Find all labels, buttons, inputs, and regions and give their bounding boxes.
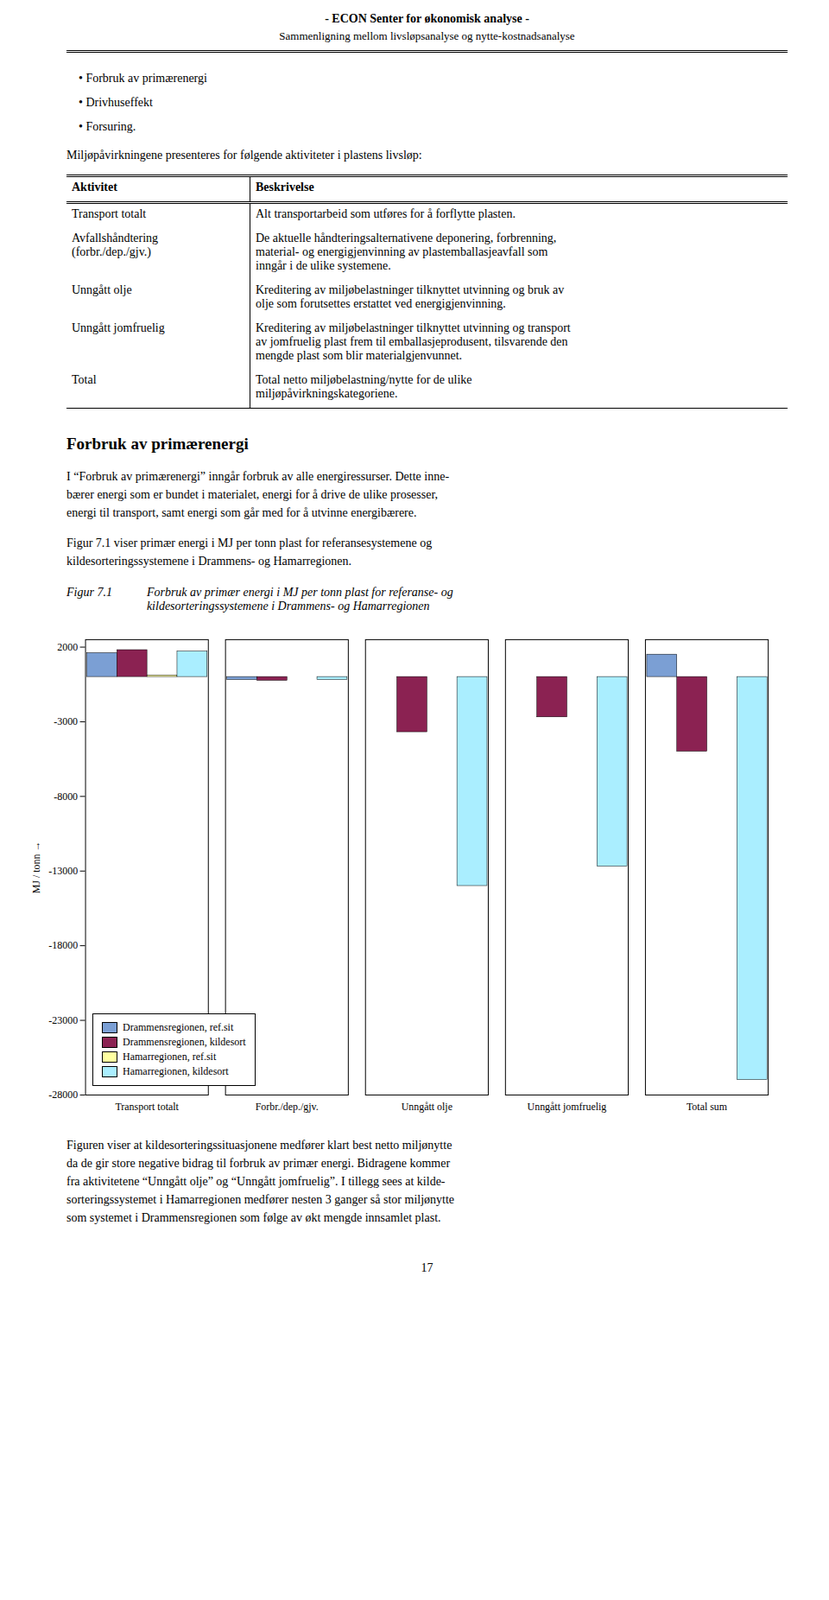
html-text:Miljøpåvirkningene presenteres: Miljøpåvirkningene presenteres for følge… <box>66 148 423 162</box>
html-text:• Forsuring.: • Forsuring. <box>78 120 136 133</box>
html-text:Hamarregionen, kildesort: Hamarregionen, kildesort <box>122 1064 229 1077</box>
html-text:- ECON Senter for økonomisk an: - ECON Senter for økonomisk analyse - <box>324 12 530 26</box>
html-text:Alt transportarbeid som utføre: Alt transportarbeid som utføres for å fo… <box>255 207 516 221</box>
svg-text:Unngått olje: Unngått olje <box>401 1100 453 1113</box>
html-text:• Forbruk av primærenergi: • Forbruk av primærenergi <box>78 71 208 85</box>
svg-text:Unngått jomfruelig: Unngått jomfruelig <box>527 1100 608 1113</box>
html-text:Kreditering av miljøbelastning: Kreditering av miljøbelastninger tilknyt… <box>255 321 571 362</box>
html-text:I “Forbruk av primærenergi” in: I “Forbruk av primærenergi” inngår forbr… <box>66 469 450 519</box>
html-text:Avfallshåndtering (forbr./dep.: Avfallshåndtering (forbr./dep./gjv.) <box>71 231 159 259</box>
html-text:De aktuelle håndteringsalterna: De aktuelle håndteringsalternativene dep… <box>255 231 557 273</box>
html-text:Figur 7.1: Figur 7.1 <box>66 585 113 599</box>
html-text:Beskrivelse: Beskrivelse <box>255 180 315 194</box>
svg-text:-28000: -28000 <box>48 1088 78 1101</box>
svg-text:MJ / tonn →: MJ / tonn → <box>30 841 43 894</box>
html-text:Sammenligning mellom livsløpsa: Sammenligning mellom livsløpsanalyse og … <box>279 29 575 43</box>
html-text:Drammensregionen, kildesort: Drammensregionen, kildesort <box>122 1035 246 1048</box>
html-text:Aktivitet: Aktivitet <box>71 180 118 194</box>
svg-text:-23000: -23000 <box>48 1013 78 1026</box>
html-text:Kreditering av miljøbelastning: Kreditering av miljøbelastninger tilknyt… <box>255 283 565 311</box>
html-text:• Drivhuseffekt: • Drivhuseffekt <box>78 95 153 109</box>
svg-text:-3000: -3000 <box>53 715 78 728</box>
html-text:Hamarregionen, ref.sit: Hamarregionen, ref.sit <box>122 1049 217 1062</box>
html-text:Forbruk av primær energi i MJ: Forbruk av primær energi i MJ per tonn p… <box>146 585 454 613</box>
html-text:Drammensregionen, ref.sit: Drammensregionen, ref.sit <box>122 1020 234 1033</box>
svg-text:-13000: -13000 <box>48 864 78 877</box>
svg-text:Forbr./dep./gjv.: Forbr./dep./gjv. <box>255 1100 319 1113</box>
svg-text:2000: 2000 <box>56 640 78 653</box>
html-text:Total netto miljøbelastning/ny: Total netto miljøbelastning/nytte for de… <box>255 373 473 400</box>
svg-text:-8000: -8000 <box>53 790 78 803</box>
html-text:Figuren viser at kildesorterin: Figuren viser at kildesorteringssituasjo… <box>66 1137 455 1224</box>
svg-text:Transport totalt: Transport totalt <box>114 1100 179 1113</box>
svg-text:Total sum: Total sum <box>686 1100 728 1113</box>
html-text:17: 17 <box>420 1260 434 1274</box>
html-text:Total: Total <box>71 373 97 387</box>
html-text:Unngått olje: Unngått olje <box>71 283 132 297</box>
html-text:Forbruk av primærenergi: Forbruk av primærenergi <box>66 434 249 453</box>
html-text:Figur 7.1 viser primær energi: Figur 7.1 viser primær energi i MJ per t… <box>66 536 432 568</box>
html-text:Transport totalt: Transport totalt <box>71 207 147 221</box>
html-text:Unngått jomfruelig: Unngått jomfruelig <box>71 321 165 335</box>
svg-text:-18000: -18000 <box>48 938 78 951</box>
